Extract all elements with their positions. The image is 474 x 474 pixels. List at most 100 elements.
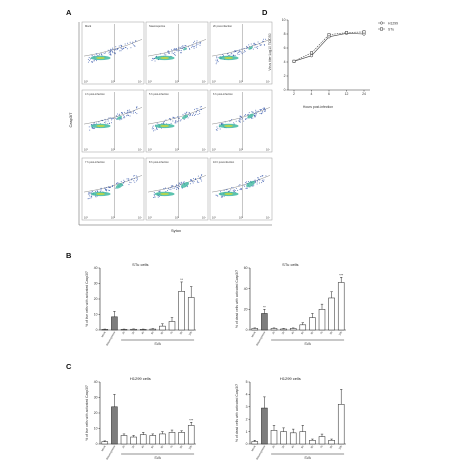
flow-event-dot — [109, 51, 111, 53]
titer-point — [292, 59, 296, 63]
flow-event-dot — [119, 113, 121, 115]
flow-event-dot — [255, 109, 257, 111]
flow-event-dot — [95, 53, 97, 55]
flow-event-dot — [88, 126, 90, 128]
sva-group-label: SVA — [304, 456, 311, 460]
flow-event-dot — [255, 111, 257, 113]
flow-event-dot — [93, 123, 95, 125]
flow-event-dot — [154, 196, 156, 198]
flow-event-dot — [256, 179, 258, 181]
flow-event-dot — [174, 54, 176, 56]
bar-category-label: 4h — [140, 330, 145, 335]
bar — [187, 297, 195, 331]
flow-event-dot — [152, 128, 154, 130]
flow-event-dot — [190, 179, 192, 181]
flow-event-dot — [135, 40, 137, 42]
flow-event-dot — [132, 112, 134, 114]
flow-event-dot — [153, 192, 155, 194]
bar — [159, 325, 166, 331]
flow-event-dot — [90, 197, 92, 199]
flow-event-dot — [258, 182, 260, 184]
bar — [280, 431, 287, 445]
titer-series-line — [293, 31, 365, 62]
bar-category-label: 10h — [337, 330, 343, 336]
bar — [251, 441, 259, 445]
flow-event-dot — [256, 47, 258, 49]
flow-event-dot — [239, 120, 241, 122]
flow-event-dot — [263, 108, 265, 110]
flow-event-dot — [108, 52, 110, 54]
flow-event-dot — [104, 118, 106, 120]
flow-event-dot — [109, 50, 111, 52]
flow-event-dot — [215, 63, 217, 65]
gate-curve — [211, 175, 271, 193]
flow-event-dot — [136, 107, 138, 109]
bar-y-tick-label: 10 — [94, 313, 98, 317]
flow-plot-frame — [209, 89, 273, 153]
bar-y-tick-label: 30 — [94, 396, 98, 400]
bar-category-label: Staurosporine — [105, 444, 117, 460]
flow-event-dot — [154, 129, 156, 131]
flow-event-dot — [215, 59, 217, 61]
flow-event-dot — [120, 47, 122, 49]
flow-event-dot — [233, 122, 235, 124]
flow-event-dot — [152, 197, 154, 198]
flow-event-dot — [105, 52, 107, 54]
flow-event-dot — [151, 59, 153, 61]
flow-event-dot — [131, 179, 133, 181]
titer-x-tick-label: 2 — [293, 92, 295, 96]
flow-event-dot — [105, 122, 107, 124]
panel-label-c: C — [66, 362, 72, 371]
flow-event-dot — [185, 45, 187, 47]
flow-event-dot — [189, 48, 191, 50]
bar — [187, 425, 195, 445]
flow-event-dot — [184, 112, 186, 114]
flow-event-dot — [263, 44, 265, 46]
flow-event-dot — [256, 110, 258, 112]
flow-event-dot — [113, 49, 115, 51]
bar-category-label: 5h — [300, 330, 305, 335]
flow-event-dot — [180, 52, 182, 54]
flow-event-dot — [180, 50, 182, 52]
flow-event-dot — [195, 45, 197, 47]
flow-tick-label: 10⁴ — [266, 216, 270, 220]
flow-event-dot — [105, 187, 107, 189]
flow-event-dot — [170, 122, 172, 124]
flow-tick-label: 10² — [239, 80, 243, 84]
flow-tick-label: 10² — [239, 216, 243, 220]
flow-plot: Staurosporine 10⁰ 10² 10⁴ — [145, 21, 209, 85]
gate-curve — [83, 107, 143, 125]
titer-y-tick-label: 8 — [284, 32, 286, 36]
flow-event-dot — [259, 176, 261, 178]
flow-tick-label: 10² — [111, 148, 115, 152]
flow-event-dot — [130, 47, 132, 49]
flow-event-dot — [257, 41, 259, 43]
bar-category-label: Mock — [100, 444, 107, 452]
flow-event-dot — [262, 112, 264, 114]
flow-event-dot — [93, 60, 95, 62]
flow-event-dot — [87, 58, 89, 60]
bar-y-tick-label: 20 — [244, 308, 248, 312]
flow-event-dot — [133, 177, 135, 179]
flow-event-dot — [189, 183, 191, 185]
flow-event-dot — [217, 195, 219, 197]
flow-density-shift — [181, 114, 188, 120]
flow-event-dot — [99, 54, 101, 56]
flow-event-dot — [226, 188, 228, 190]
flow-event-dot — [163, 121, 165, 123]
flow-event-dot — [239, 119, 241, 121]
flow-event-dot — [190, 180, 192, 182]
bar-y-tick-label: 0 — [246, 442, 248, 446]
flow-event-dot — [241, 53, 243, 55]
flow-x-axis-label: Sytox — [171, 228, 181, 233]
flow-event-dot — [224, 121, 226, 123]
flow-event-dot — [102, 120, 104, 122]
flow-event-dot — [128, 112, 130, 114]
flow-event-dot — [200, 178, 202, 180]
flow-event-dot — [201, 175, 202, 177]
flow-event-dot — [120, 180, 122, 182]
flow-event-dot — [184, 47, 186, 49]
flow-event-dot — [95, 122, 97, 124]
flow-event-dot — [110, 122, 112, 124]
flow-event-dot — [261, 175, 263, 177]
